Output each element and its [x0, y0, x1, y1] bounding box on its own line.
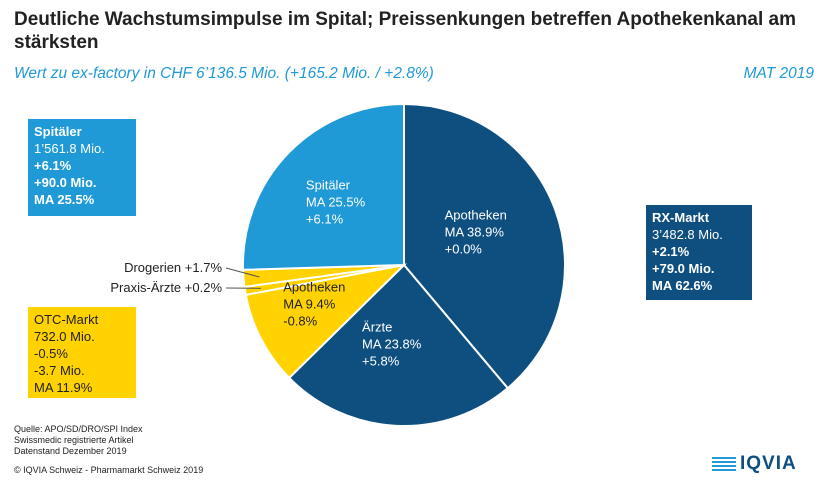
spitaeler-box-share: MA 25.5%: [34, 192, 95, 207]
slice-label-2-line-3: +5.8%: [362, 354, 400, 369]
spitaeler-box-value: 1’561.8 Mio.: [34, 141, 105, 156]
otc-box-share: MA 11.9%: [34, 380, 93, 395]
otc-box-title: OTC-Markt: [34, 312, 99, 327]
logo-stripes-icon: [712, 457, 736, 471]
pie-slice-1: [403, 102, 566, 390]
spitaeler-box-growth-abs: +90.0 Mio.: [34, 175, 97, 190]
slice-label-2-line-2: MA 23.8%: [362, 337, 422, 352]
source-note: Quelle: APO/SD/DRO/SPI Index Swissmedic …: [14, 424, 143, 457]
iqvia-logo: IQVIA: [712, 452, 820, 476]
rx-box-value: 3’482.8 Mio.: [652, 227, 723, 242]
external-label-2: Praxis-Ärzte +0.2%: [110, 280, 222, 295]
spitaeler-box-title: Spitäler: [34, 124, 82, 139]
pie-slice-6: [242, 102, 405, 271]
rx-box-growth-pct: +2.1%: [652, 244, 690, 259]
logo-text: IQVIA: [740, 453, 797, 474]
rx-summary-box: RX-Markt 3’482.8 Mio. +2.1% +79.0 Mio. M…: [646, 205, 752, 300]
chart-title: Deutliche Wachstumsimpulse im Spital; Pr…: [14, 9, 797, 53]
otc-box-growth-pct: -0.5%: [34, 346, 68, 361]
chart-subtitle: Wert zu ex-factory in CHF 6’136.5 Mio. (…: [14, 65, 434, 82]
slice-label-3-line-2: MA 9.4%: [283, 296, 335, 311]
external-label-1: Drogerien +1.7%: [124, 260, 222, 275]
otc-box-value: 732.0 Mio.: [34, 329, 95, 344]
slice-label-1-line-2: MA 38.9%: [445, 224, 505, 239]
pie-slice-2: [287, 263, 510, 427]
copyright-note: © IQVIA Schweiz - Pharmamarkt Schweiz 20…: [14, 465, 204, 475]
slice-label-6-line-2: MA 25.5%: [306, 195, 366, 210]
source-line: Datenstand Dezember 2019: [14, 446, 127, 456]
otc-box-growth-abs: -3.7 Mio.: [34, 363, 85, 378]
spitaeler-summary-box: Spitäler 1’561.8 Mio. +6.1% +90.0 Mio. M…: [28, 119, 136, 216]
pie-slice-3: [244, 263, 408, 380]
rx-box-growth-abs: +79.0 Mio.: [652, 261, 715, 276]
spitaeler-box-growth-pct: +6.1%: [34, 158, 72, 173]
otc-summary-box: OTC-Markt 732.0 Mio. -0.5% -3.7 Mio. MA …: [28, 307, 136, 398]
slice-label-6-line-3: +6.1%: [306, 212, 344, 227]
period-label: MAT 2019: [743, 65, 814, 82]
leader-line-1: [225, 267, 260, 278]
slice-label-1-line-3: +0.0%: [445, 241, 483, 256]
slice-label-6-line-1: Spitäler: [306, 178, 351, 193]
slice-label-3-line-1: Apotheken: [283, 279, 345, 294]
slice-label-2-line-1: Ärzte: [362, 320, 392, 335]
slice-label-3-line-3: -0.8%: [283, 313, 317, 328]
source-line: Quelle: APO/SD/DRO/SPI Index: [14, 424, 143, 434]
rx-box-title: RX-Markt: [652, 210, 710, 225]
slice-label-1-line-1: Apotheken: [445, 207, 507, 222]
rx-box-share: MA 62.6%: [652, 278, 713, 293]
source-line: Swissmedic registrierte Artikel: [14, 435, 134, 445]
